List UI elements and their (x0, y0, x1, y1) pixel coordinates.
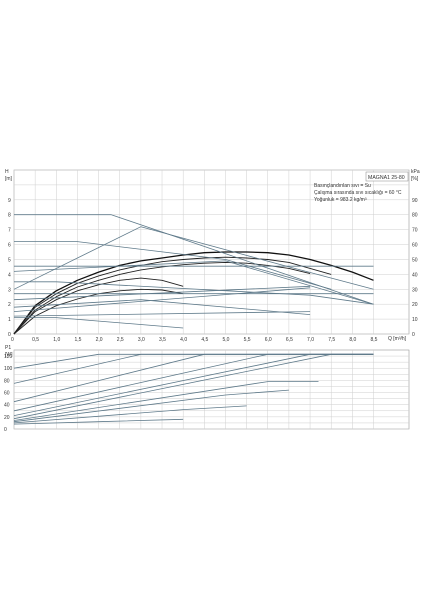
y-tick-label: 80 (4, 378, 10, 384)
x-tick-label: 3,5 (159, 337, 166, 343)
y-axis-label-p1-unit: [W] (5, 352, 13, 358)
series-line-15 (13, 299, 311, 315)
y-tick-label: 4 (8, 272, 11, 278)
series-line-5 (14, 214, 374, 305)
y-axis-label-right: kPa (411, 169, 420, 175)
x-tick-labels: 0 0,5 1,0 1,5 2,0 2,5 3,0 3,5 4,0 4,5 5,0 5,5 6,0 6,5… (11, 337, 378, 343)
x-tick-label: 8,5 (371, 337, 378, 343)
y-tick-label: 0 (8, 332, 11, 338)
y-tick-label: 120 (4, 354, 13, 360)
y-tick-label: 100 (4, 366, 13, 372)
y-tick-label-right: 0 (412, 332, 415, 338)
series-line-13 (13, 311, 311, 317)
grid-bottom (13, 350, 409, 430)
series-top (13, 214, 374, 335)
x-tick-label: 6,5 (286, 337, 293, 343)
series-line-12 (13, 287, 311, 312)
series-line-0 (13, 251, 374, 335)
chart-title: MAGNA1 25-80 (368, 175, 405, 181)
x-tick-label: 2,5 (117, 337, 124, 343)
y-tick-label: 60 (4, 391, 10, 397)
y-tick-label: 8 (8, 213, 11, 219)
y-tick-label: 20 (4, 415, 10, 421)
power-line-8 (13, 405, 247, 424)
y-tick-label: 7 (8, 228, 11, 234)
series-bottom (13, 353, 374, 425)
y-tick-label-right: 20 (412, 302, 418, 308)
y-tick-label-right: 60 (412, 243, 418, 249)
y-tick-label: 40 (4, 403, 10, 409)
series-line-3 (13, 277, 184, 335)
series-line-1 (13, 256, 332, 335)
y-tick-labels-bottom: 0 20 40 60 80 100 120 (4, 354, 13, 433)
model-box (365, 171, 409, 182)
y-tick-label: 2 (8, 302, 11, 308)
y-axis-label-p1: P1 (5, 345, 11, 351)
series-line-6 (13, 226, 374, 290)
y-tick-label-right: 30 (412, 287, 418, 293)
x-tick-label: 5,0 (222, 337, 229, 343)
legend-line-density: Yoğunluk = 983.2 kg/m³ (314, 197, 367, 203)
x-tick-label: 7,0 (307, 337, 314, 343)
legend-line-temperature: Çalışma sırasında sıvı sıcaklığı = 60 °C (314, 190, 402, 196)
series-line-7 (14, 241, 332, 290)
plot-area-bottom (13, 349, 410, 430)
y-tick-label: 0 (4, 427, 7, 433)
y-axis-label-unit: [m] (5, 176, 13, 182)
power-line-5 (13, 353, 374, 420)
power-line-6 (13, 381, 319, 421)
head-flow-chart: 0 0,5 1,0 1,5 2,0 2,5 3,0 3,5 4,0 4,5 5,0 5,5 6,0 6,5… (5, 169, 420, 343)
series-line-16 (13, 260, 374, 305)
legend: Basınçlandırılan sıvı = Su Çalışma sıras… (314, 183, 402, 203)
x-tick-label: 8,0 (349, 337, 356, 343)
y-axis-label-h: H (5, 169, 9, 175)
y-tick-label-right: 40 (412, 272, 418, 278)
x-tick-label: 4,5 (201, 337, 208, 343)
y-tick-label: 3 (8, 287, 11, 293)
x-tick-label: 6,0 (265, 337, 272, 343)
y-tick-labels-right: 0 10 20 30 40 50 60 70 80 90 (412, 198, 418, 338)
power-flow-chart: 0 20 40 60 80 100 120 P1 [W] (4, 345, 410, 433)
x-tick-label: 1,0 (53, 337, 60, 343)
x-tick-label: 0 (11, 337, 14, 343)
y-tick-label-right: 50 (412, 257, 418, 263)
series-line-14 (14, 317, 184, 329)
y-tick-label-right: 80 (412, 213, 418, 219)
x-tick-label: 2,0 (96, 337, 103, 343)
y-tick-labels: 0 1 2 3 4 5 6 7 8 9 (8, 198, 11, 338)
y-tick-label: 1 (8, 317, 11, 323)
x-tick-label: 1,5 (74, 337, 81, 343)
y-tick-label: 9 (8, 198, 11, 204)
x-tick-label: 0,5 (32, 337, 39, 343)
x-tick-label: 5,5 (244, 337, 251, 343)
x-axis-label: Q [m³/h] (388, 336, 407, 342)
legend-line-fluid: Basınçlandırılan sıvı = Su (314, 183, 371, 189)
series-line-11 (13, 285, 311, 301)
power-line-9 (13, 418, 184, 425)
series-line-9 (14, 281, 374, 305)
y-tick-label: 6 (8, 243, 11, 249)
power-line-7 (13, 389, 289, 423)
y-tick-label-right: 10 (412, 317, 418, 323)
x-tick-label: 4,0 (180, 337, 187, 343)
x-tick-label: 7,5 (328, 337, 335, 343)
y-tick-label-right: 90 (412, 198, 418, 204)
y-tick-label-right: 70 (412, 228, 418, 234)
y-tick-label: 5 (8, 257, 11, 263)
x-tick-label: 3,0 (138, 337, 145, 343)
y-axis-label-right-unit: [%] (411, 176, 419, 182)
